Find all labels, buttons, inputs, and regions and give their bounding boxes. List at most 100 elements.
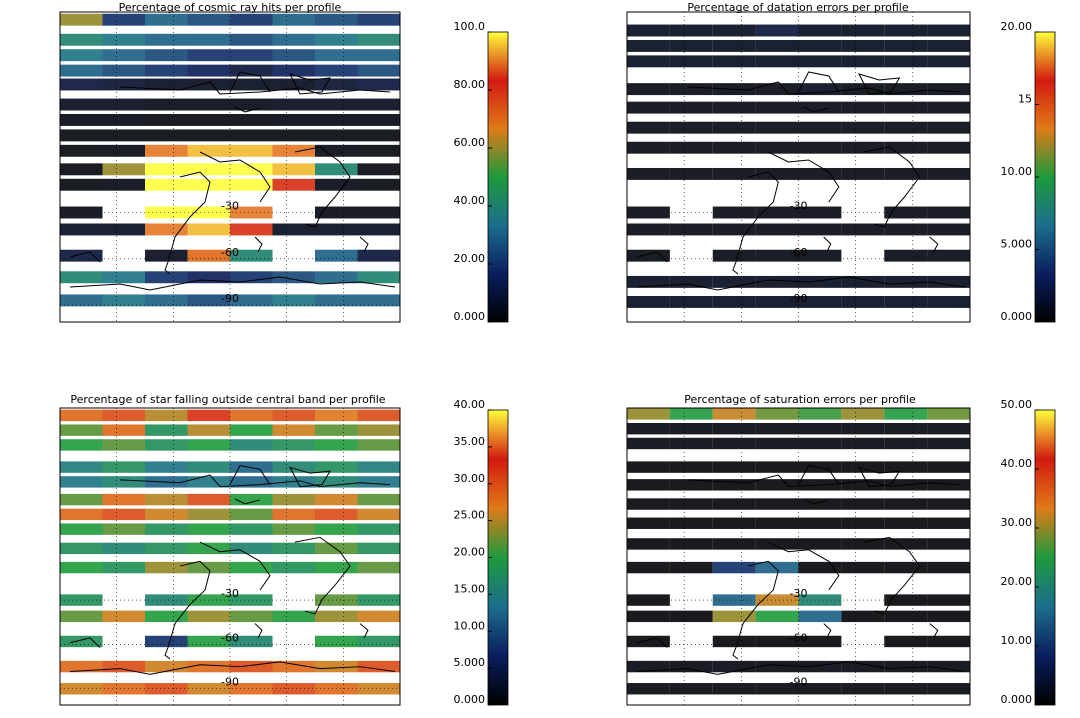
profile-cell bbox=[884, 408, 928, 420]
colorbar-label: 25.00 bbox=[454, 509, 486, 522]
profile-cell bbox=[187, 561, 230, 574]
profile-cell bbox=[272, 660, 315, 673]
profile-cell bbox=[841, 295, 885, 308]
profile-cell bbox=[272, 561, 315, 574]
profile-cell bbox=[357, 98, 400, 111]
profile-cell bbox=[712, 461, 756, 473]
profile-cell bbox=[357, 144, 400, 157]
profile-cell bbox=[884, 275, 928, 288]
profile-cell bbox=[884, 660, 928, 673]
profile-cell bbox=[145, 223, 188, 236]
profile-cell bbox=[230, 271, 273, 284]
profile-cell bbox=[755, 249, 799, 262]
profile-cell bbox=[357, 635, 400, 648]
profile-cell bbox=[755, 538, 799, 550]
profile-cell bbox=[357, 223, 400, 236]
profile-cell bbox=[230, 33, 273, 46]
profile-cell bbox=[272, 33, 315, 46]
profile-cell bbox=[102, 660, 145, 673]
profile-cell bbox=[315, 223, 358, 236]
profile-cell bbox=[927, 223, 970, 236]
profile-cell bbox=[230, 594, 273, 606]
profile-cell bbox=[102, 49, 145, 62]
profile-cell bbox=[884, 249, 928, 262]
colorbar-label: 0.000 bbox=[454, 310, 486, 323]
profile-cell bbox=[755, 295, 799, 308]
profile-cell bbox=[230, 13, 273, 26]
colorbar-label: 0.000 bbox=[454, 693, 486, 706]
profile-cell bbox=[230, 476, 273, 488]
profile-cell bbox=[102, 508, 145, 521]
profile-cell bbox=[712, 101, 756, 114]
profile-cell bbox=[230, 439, 273, 451]
profile-cell bbox=[798, 461, 842, 473]
profile-cell bbox=[187, 129, 230, 142]
profile-cell bbox=[712, 635, 756, 648]
profile-cell bbox=[627, 437, 670, 450]
profile-cell bbox=[841, 561, 885, 574]
profile-cell bbox=[669, 561, 713, 574]
profile-cell bbox=[712, 295, 756, 308]
profile-cell bbox=[798, 141, 842, 154]
profile-cell bbox=[272, 424, 315, 436]
profile-cell bbox=[927, 408, 970, 420]
profile-cell bbox=[145, 78, 188, 91]
profile-cell bbox=[145, 129, 188, 142]
profile-cell bbox=[272, 144, 315, 157]
profile-cell bbox=[357, 594, 400, 606]
profile-cell bbox=[841, 55, 885, 68]
profile-cell bbox=[60, 461, 103, 473]
profile-cell bbox=[927, 561, 970, 574]
lat-label: -90 bbox=[790, 676, 808, 689]
profile-cell bbox=[927, 635, 970, 648]
profile-cell bbox=[798, 538, 842, 550]
map-frame bbox=[626, 407, 971, 706]
profile-cell bbox=[884, 295, 928, 308]
profile-cell bbox=[230, 98, 273, 111]
profile-cell bbox=[145, 660, 188, 673]
profile-cell bbox=[712, 167, 756, 180]
profile-cell bbox=[755, 660, 799, 673]
profile-cell bbox=[712, 561, 756, 574]
panel-title: Percentage of datation errors per profil… bbox=[687, 1, 908, 14]
profile-cell bbox=[755, 141, 799, 154]
profile-cell bbox=[357, 561, 400, 574]
profile-cell bbox=[755, 479, 799, 491]
profile-cell bbox=[798, 101, 842, 114]
profile-cell bbox=[145, 461, 188, 473]
profile-cell bbox=[60, 542, 103, 555]
profile-cell bbox=[272, 523, 315, 535]
profile-cell bbox=[841, 610, 885, 623]
profile-cell bbox=[884, 167, 928, 180]
profile-cell bbox=[669, 167, 713, 180]
lat-label: -30 bbox=[790, 199, 808, 212]
colorbar bbox=[1034, 409, 1056, 706]
panel-title: Percentage of star falling outside centr… bbox=[70, 393, 385, 406]
profile-cell bbox=[60, 409, 103, 422]
data-layer bbox=[627, 408, 970, 695]
profile-cell bbox=[315, 561, 358, 574]
profile-cell bbox=[187, 523, 230, 535]
profile-cell bbox=[272, 271, 315, 284]
profile-cell bbox=[627, 561, 670, 574]
profile-cell bbox=[798, 517, 842, 529]
profile-cell bbox=[755, 594, 799, 606]
profile-cell bbox=[145, 594, 188, 606]
colorbar-label: 10.00 bbox=[454, 619, 486, 632]
colorbar-label: 0.000 bbox=[1001, 693, 1033, 706]
profile-cell bbox=[272, 461, 315, 473]
profile-cell bbox=[60, 129, 103, 142]
profile-cell bbox=[627, 121, 670, 134]
profile-cell bbox=[272, 493, 315, 506]
profile-cell bbox=[841, 24, 885, 37]
profile-cell bbox=[712, 223, 756, 236]
profile-cell bbox=[145, 508, 188, 521]
profile-cell bbox=[60, 683, 103, 695]
profile-cell bbox=[315, 33, 358, 46]
profile-cell bbox=[315, 13, 358, 26]
profile-cell bbox=[712, 498, 756, 510]
profile-cell bbox=[357, 78, 400, 91]
profile-cell bbox=[357, 271, 400, 284]
profile-cell bbox=[187, 660, 230, 673]
profile-cell bbox=[927, 55, 970, 68]
